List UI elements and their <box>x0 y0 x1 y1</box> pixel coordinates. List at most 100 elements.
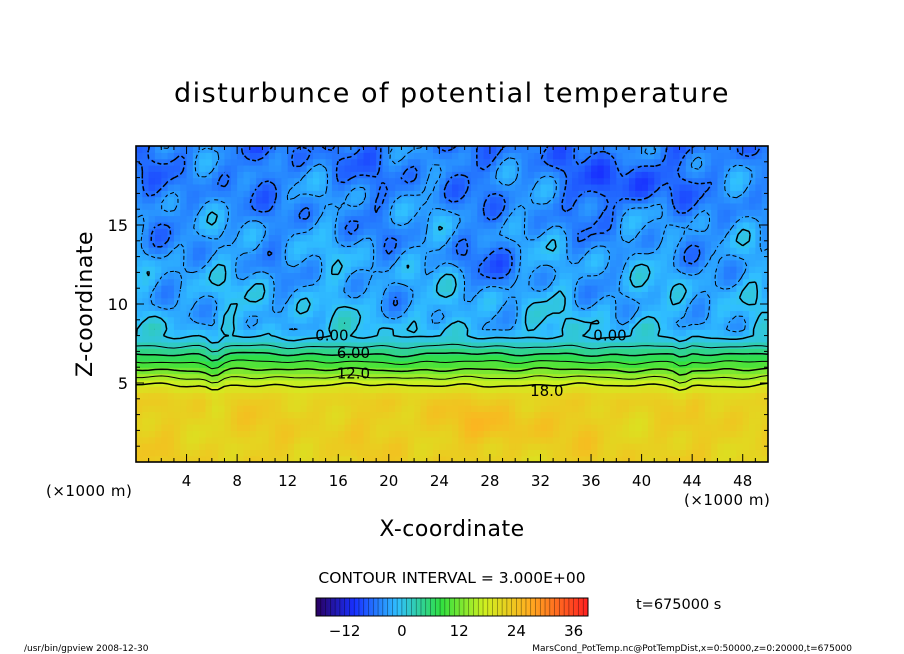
contour-cell <box>540 361 547 368</box>
contour-cell <box>522 171 529 178</box>
contour-cell <box>212 329 219 336</box>
contour-cell <box>212 304 219 311</box>
contour-cell <box>401 197 408 204</box>
contour-cell <box>654 443 661 450</box>
contour-cell <box>749 418 756 425</box>
contour-cell <box>326 443 333 450</box>
contour-cell <box>300 317 307 324</box>
contour-cell <box>490 380 497 387</box>
contour-cell <box>572 367 579 374</box>
contour-cell <box>155 399 162 406</box>
contour-cell <box>174 430 181 437</box>
contour-cell <box>307 197 314 204</box>
contour-cell <box>642 203 649 210</box>
contour-cell <box>174 228 181 235</box>
contour-cell <box>610 253 617 260</box>
contour-cell <box>427 285 434 292</box>
contour-cell <box>566 386 573 393</box>
contour-cell <box>616 399 623 406</box>
contour-cell <box>351 247 358 254</box>
contour-cell <box>597 197 604 204</box>
contour-cell <box>667 279 674 286</box>
contour-cell <box>705 424 712 431</box>
contour-cell <box>705 247 712 254</box>
contour-cell <box>193 298 200 305</box>
contour-cell <box>224 411 231 418</box>
contour-cell <box>345 411 352 418</box>
contour-cell <box>698 310 705 317</box>
contour-cell <box>522 430 529 437</box>
contour-cell <box>522 348 529 355</box>
contour-cell <box>180 329 187 336</box>
contour-cell <box>136 355 143 362</box>
contour-cell <box>540 228 547 235</box>
contour-cell <box>351 159 358 166</box>
contour-cell <box>534 228 541 235</box>
contour-cell <box>566 336 573 343</box>
contour-cell <box>199 222 206 229</box>
contour-cell <box>667 449 674 456</box>
contour-cell <box>465 430 472 437</box>
contour-cell <box>661 266 668 273</box>
contour-cell <box>256 348 263 355</box>
contour-cell <box>749 272 756 279</box>
contour-cell <box>446 424 453 431</box>
contour-cell <box>623 272 630 279</box>
contour-cell <box>237 197 244 204</box>
contour-cell <box>572 253 579 260</box>
contour-cell <box>224 437 231 444</box>
contour-cell <box>237 437 244 444</box>
contour-cell <box>477 222 484 229</box>
contour-cell <box>616 418 623 425</box>
contour-cell <box>572 247 579 254</box>
contour-cell <box>174 310 181 317</box>
contour-cell <box>174 374 181 381</box>
contour-cell <box>477 247 484 254</box>
contour-cell <box>553 171 560 178</box>
contour-cell <box>572 386 579 393</box>
contour-cell <box>686 399 693 406</box>
contour-cell <box>661 291 668 298</box>
contour-cell <box>446 190 453 197</box>
contour-cell <box>414 171 421 178</box>
contour-cell <box>326 234 333 241</box>
contour-cell <box>376 216 383 223</box>
contour-cell <box>313 178 320 185</box>
contour-cell <box>180 216 187 223</box>
contour-cell <box>572 392 579 399</box>
contour-cell <box>389 424 396 431</box>
contour-cell <box>250 329 257 336</box>
contour-cell <box>743 203 750 210</box>
contour-cell <box>648 178 655 185</box>
contour-cell <box>256 392 263 399</box>
contour-cell <box>187 216 194 223</box>
contour-cell <box>332 253 339 260</box>
contour-cell <box>199 399 206 406</box>
contour-cell <box>610 279 617 286</box>
contour-cell <box>256 253 263 260</box>
contour-cell <box>559 216 566 223</box>
contour-cell <box>193 392 200 399</box>
contour-cell <box>540 272 547 279</box>
contour-cell <box>711 310 718 317</box>
contour-cell <box>427 424 434 431</box>
contour-cell <box>338 184 345 191</box>
contour-cell <box>364 266 371 273</box>
contour-cell <box>275 304 282 311</box>
contour-cell <box>199 253 206 260</box>
contour-cell <box>149 430 156 437</box>
contour-cell <box>503 336 510 343</box>
contour-cell <box>661 323 668 330</box>
contour-cell <box>522 260 529 267</box>
contour-cell <box>237 443 244 450</box>
contour-cell <box>168 260 175 267</box>
contour-cell <box>364 449 371 456</box>
contour-cell <box>370 310 377 317</box>
contour-cell <box>180 380 187 387</box>
contour-cell <box>452 411 459 418</box>
contour-cell <box>262 260 269 267</box>
contour-cell <box>427 430 434 437</box>
contour-cell <box>705 386 712 393</box>
contour-cell <box>345 399 352 406</box>
contour-cell <box>237 399 244 406</box>
